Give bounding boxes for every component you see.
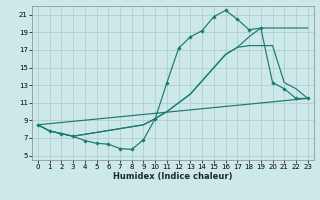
- X-axis label: Humidex (Indice chaleur): Humidex (Indice chaleur): [113, 172, 233, 181]
